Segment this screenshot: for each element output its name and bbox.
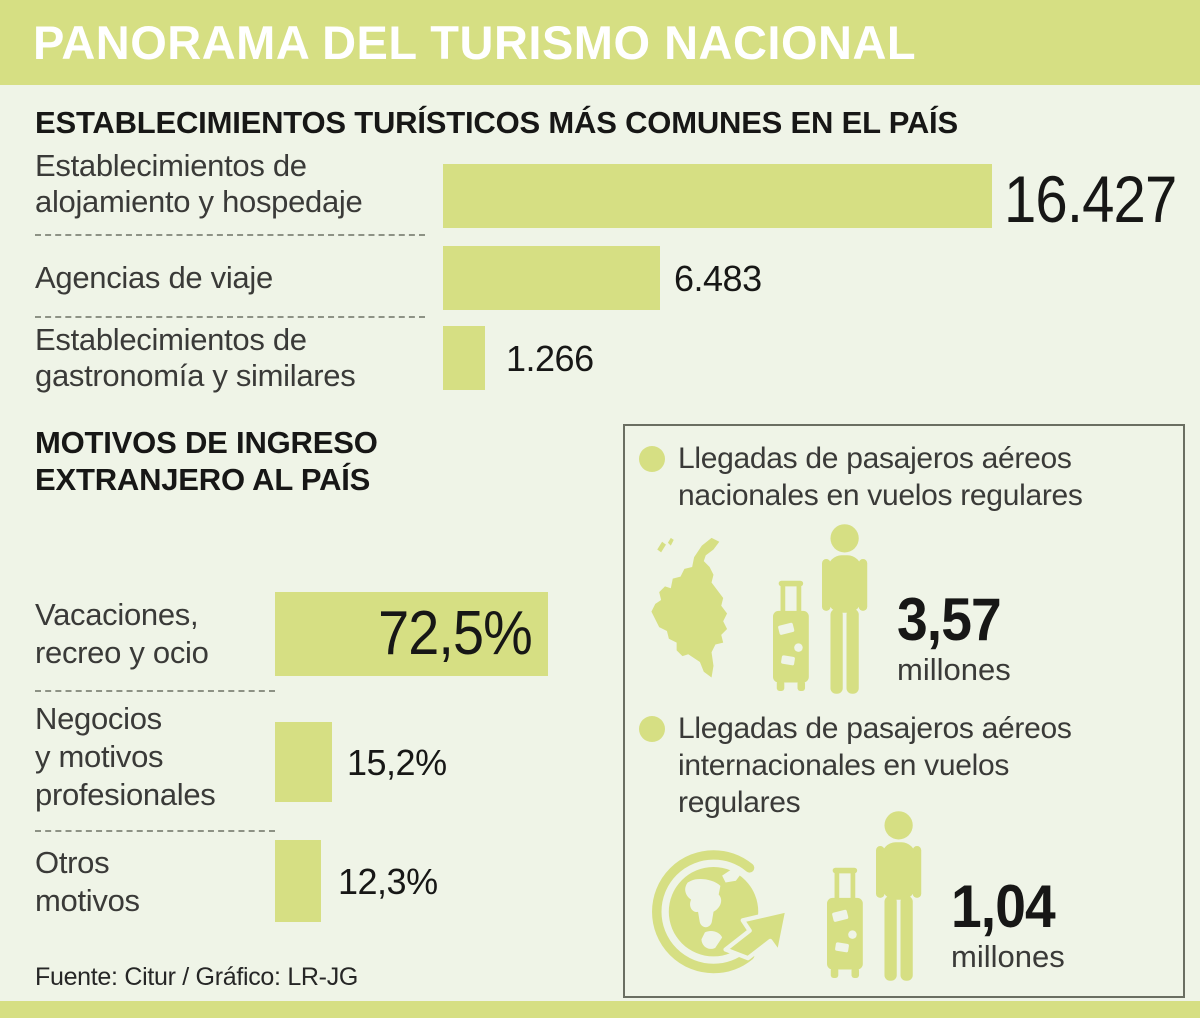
bar bbox=[275, 722, 332, 802]
colombia-map-icon bbox=[643, 534, 751, 694]
dashed-separator bbox=[35, 830, 275, 832]
arrival-unit: millones bbox=[897, 652, 1011, 687]
arrival-item-domestic: Llegadas de pasajeros aéreos nacionales … bbox=[639, 440, 1169, 514]
traveler-icon bbox=[827, 811, 925, 981]
dashed-separator bbox=[35, 690, 275, 692]
section-title-motivos: MOTIVOS DE INGRESO EXTRANJERO AL PAÍS bbox=[35, 425, 378, 497]
bar bbox=[275, 840, 321, 922]
header-bar: PANORAMA DEL TURISMO NACIONAL bbox=[0, 0, 1200, 85]
arrival-label: Llegadas de pasajeros aéreos nacionales … bbox=[678, 442, 1083, 512]
page-title: PANORAMA DEL TURISMO NACIONAL bbox=[33, 16, 917, 69]
bar: 72,5% bbox=[275, 592, 548, 676]
footer-stripe bbox=[0, 1001, 1200, 1018]
bar-label: Establecimientos de alojamiento y hosped… bbox=[35, 148, 363, 219]
bar bbox=[443, 164, 992, 228]
bar-label: Otros motivos bbox=[35, 845, 140, 918]
bar-label: Vacaciones, recreo y ocio bbox=[35, 597, 209, 670]
bar bbox=[443, 246, 660, 310]
bar-label: Establecimientos de gastronomía y simila… bbox=[35, 322, 356, 393]
section-title-establecimientos: ESTABLECIMIENTOS TURÍSTICOS MÁS COMUNES … bbox=[35, 105, 958, 140]
bar-value: 6.483 bbox=[674, 258, 762, 299]
bar-label: Agencias de viaje bbox=[35, 260, 273, 295]
bar-value: 72,5% bbox=[378, 599, 533, 668]
arrival-value: 1,04 bbox=[951, 873, 1056, 940]
bar-value: 15,2% bbox=[347, 742, 447, 783]
dashed-separator bbox=[35, 316, 425, 318]
arrival-value: 3,57 bbox=[897, 586, 1002, 653]
dashed-separator bbox=[35, 234, 425, 236]
bullet-icon bbox=[639, 446, 665, 472]
arrival-label: Llegadas de pasajeros aéreos internacion… bbox=[678, 712, 1072, 819]
source-credit: Fuente: Citur / Gráfico: LR-JG bbox=[35, 963, 359, 991]
bar-value: 12,3% bbox=[338, 861, 438, 902]
bullet-icon bbox=[639, 716, 665, 742]
globe-arrow-icon bbox=[643, 845, 815, 981]
arrival-unit: millones bbox=[951, 939, 1065, 974]
bar-value: 1.266 bbox=[506, 338, 594, 379]
bar-label: Negocios y motivos profesionales bbox=[35, 701, 216, 812]
arrival-item-international: Llegadas de pasajeros aéreos internacion… bbox=[639, 710, 1169, 821]
traveler-icon bbox=[773, 524, 871, 694]
arrivals-panel: Llegadas de pasajeros aéreos nacionales … bbox=[623, 424, 1185, 998]
bar-value: 16.427 bbox=[1004, 162, 1177, 236]
bar bbox=[443, 326, 485, 390]
